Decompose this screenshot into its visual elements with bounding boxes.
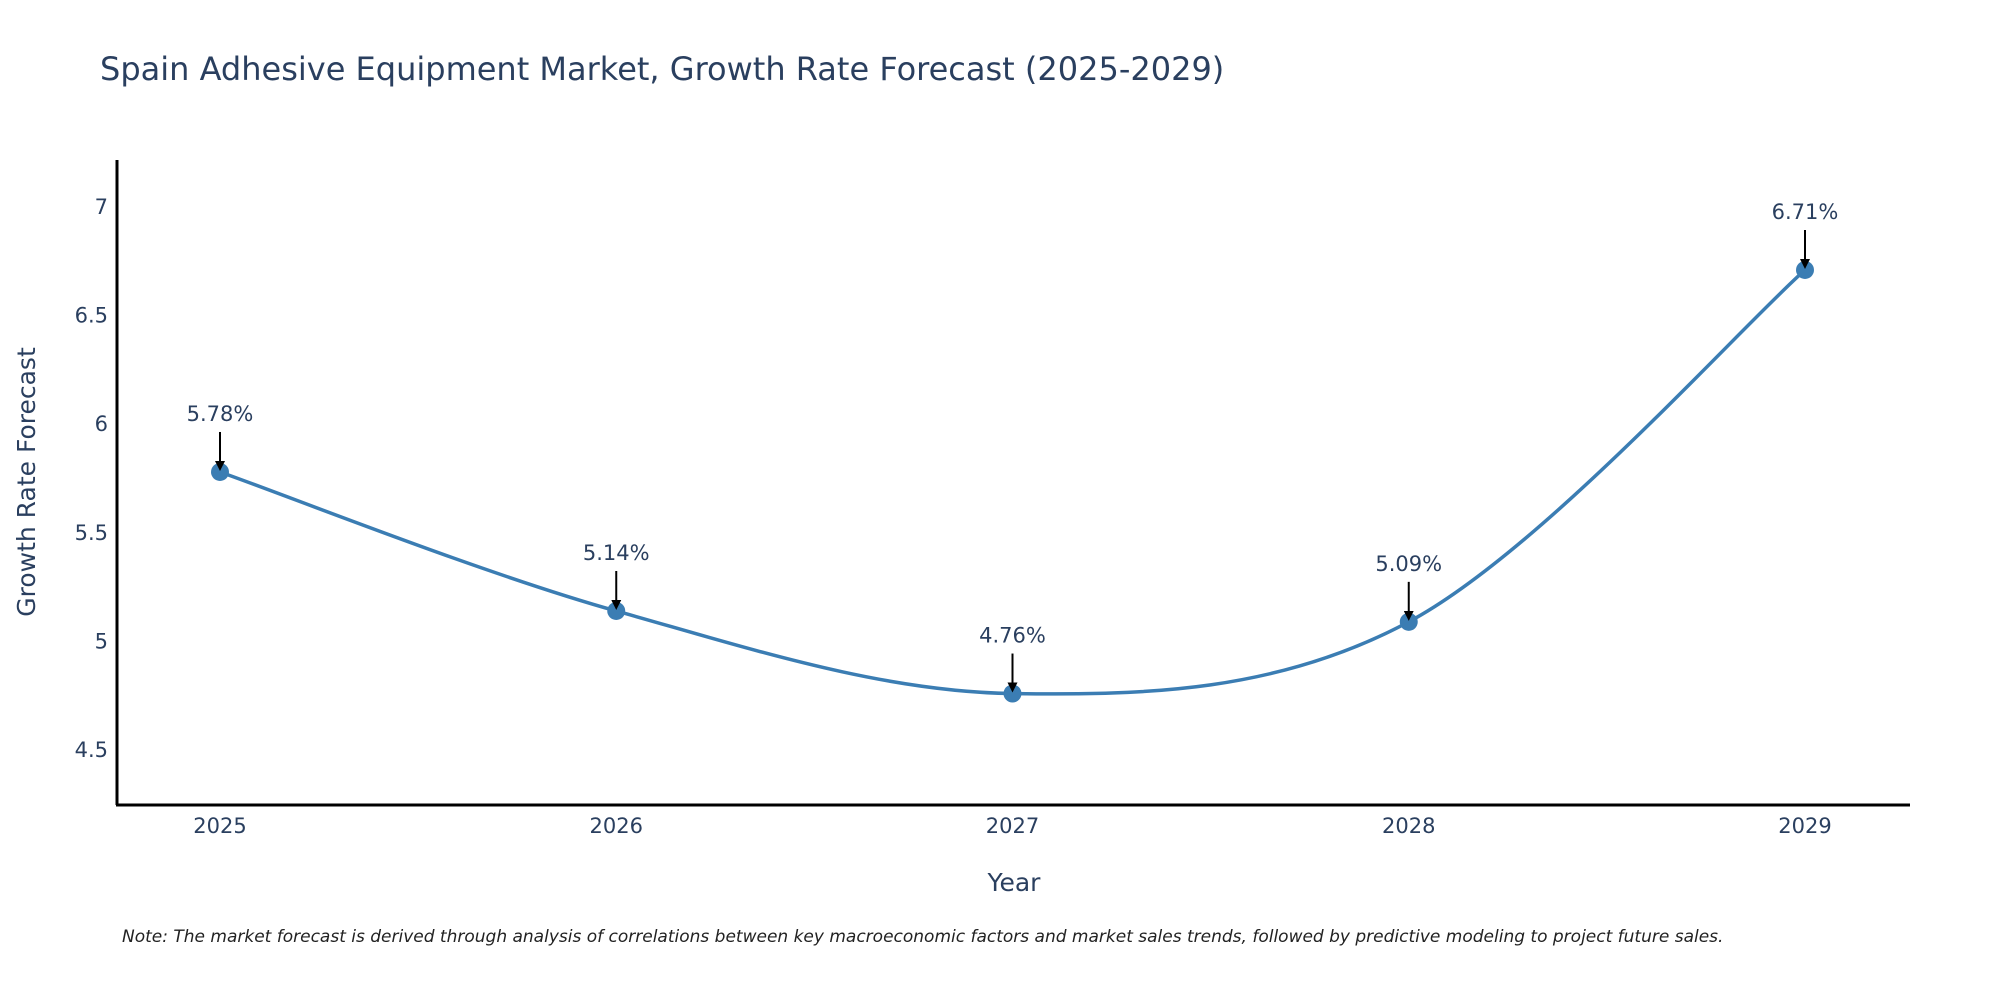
x-tick-label: 2026 [590,814,643,838]
y-tick-label: 5 [95,629,108,653]
growth-rate-line [219,268,1807,696]
data-annotations: 5.78% 5.14% 4.76% 5.09% 6.71% [187,200,1839,693]
data-label: 5.14% [583,541,650,565]
data-label: 5.09% [1375,552,1442,576]
chart-title: Spain Adhesive Equipment Market, Growth … [100,50,1224,88]
data-label: 4.76% [979,624,1046,648]
y-tick-label: 7 [95,195,108,219]
x-axis-ticks: 2025 2026 2027 2028 2029 [193,814,1831,838]
x-tick-label: 2029 [1778,814,1831,838]
x-tick-label: 2028 [1382,814,1435,838]
y-tick-label: 6 [95,412,108,436]
x-tick-label: 2025 [193,814,246,838]
y-tick-label: 5.5 [75,521,108,545]
data-label: 5.78% [187,402,254,426]
y-tick-label: 4.5 [75,738,108,762]
y-axis-title: Growth Rate Forecast [12,347,41,617]
x-tick-label: 2027 [986,814,1039,838]
x-axis-title: Year [987,868,1042,897]
y-tick-label: 6.5 [75,304,108,328]
chart-note: Note: The market forecast is derived thr… [122,927,1723,947]
data-label: 6.71% [1772,200,1839,224]
y-axis-ticks: 4.5 5 5.5 6 6.5 7 [75,195,108,762]
